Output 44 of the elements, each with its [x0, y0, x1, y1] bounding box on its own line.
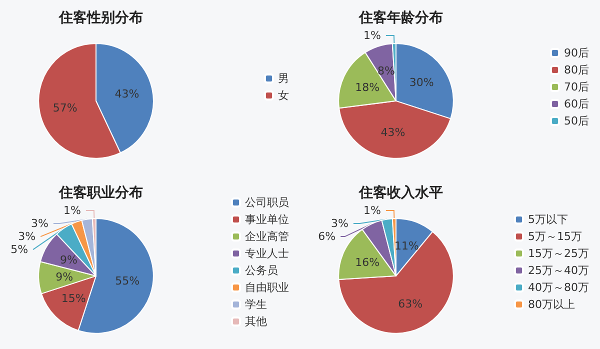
data-label: 9% — [56, 270, 74, 283]
legend-label: 企业高管 — [245, 230, 289, 242]
data-label: 18% — [355, 80, 380, 94]
legend-label: 专业人士 — [245, 246, 289, 260]
data-label: 3% — [30, 216, 48, 230]
data-label: 9% — [60, 252, 78, 266]
data-label: 43% — [380, 126, 406, 139]
data-label: 1% — [363, 29, 381, 42]
legend-label: 5万～15万 — [528, 230, 582, 242]
data-label: 1% — [363, 204, 381, 217]
data-label: 63% — [398, 297, 423, 310]
legend-label: 15万～25万 — [528, 246, 590, 260]
legend-label: 25万～40万 — [528, 264, 590, 276]
legend-label: 公务员 — [245, 264, 278, 276]
chart-title: 住客收入水平 — [358, 184, 443, 200]
legend-label: 50后 — [564, 114, 590, 128]
legend-label: 学生 — [245, 298, 267, 310]
chart-title: 住客职业分布 — [58, 184, 143, 200]
data-label: 3% — [330, 216, 348, 230]
legend-label: 其他 — [245, 314, 267, 328]
data-label: 55% — [115, 274, 140, 287]
legend-label: 70后 — [564, 80, 590, 94]
data-label: 16% — [355, 255, 380, 268]
legend-label: 自由职业 — [245, 280, 289, 294]
data-label: 5% — [10, 242, 28, 256]
data-label: 43% — [114, 88, 140, 101]
data-label: 57% — [52, 101, 78, 114]
legend-label: 男 — [278, 72, 289, 85]
data-label: 15% — [61, 291, 86, 304]
legend-label: 女 — [278, 89, 289, 102]
legend-label: 80后 — [564, 64, 590, 76]
legend-label: 40万～80万 — [528, 280, 590, 294]
data-label: 3% — [18, 230, 36, 243]
legend-label: 80万以上 — [528, 298, 576, 310]
legend-label: 公司职员 — [245, 196, 289, 208]
data-label: 6% — [318, 230, 336, 243]
legend-label: 事业单位 — [245, 212, 289, 226]
chart-title: 住客年龄分布 — [358, 9, 443, 26]
data-label: 30% — [409, 76, 434, 89]
data-label: 1% — [63, 204, 81, 217]
legend-label: 90后 — [564, 46, 590, 60]
legend-label: 5万以下 — [528, 212, 568, 226]
chart-title: 住客性别分布 — [58, 9, 143, 26]
legend-label: 60后 — [564, 98, 590, 110]
